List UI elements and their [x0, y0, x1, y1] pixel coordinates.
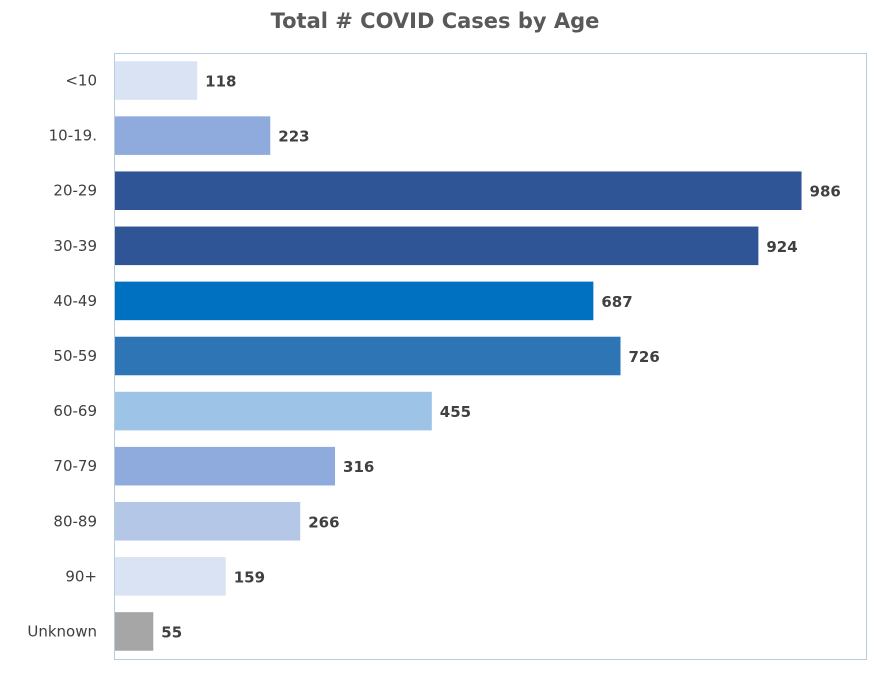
bar-5: [115, 336, 621, 376]
category-label-6: 60-69: [53, 402, 97, 420]
bar-10: [115, 612, 154, 651]
data-label-5: 726: [629, 348, 660, 366]
category-label-2: 20-29: [53, 182, 97, 200]
bar-group: [115, 61, 802, 651]
category-label-4: 40-49: [53, 292, 97, 310]
data-label-3: 924: [766, 238, 797, 256]
category-label-9: 90+: [65, 567, 97, 585]
bar-8: [115, 501, 301, 541]
category-labels: <10 10-19. 20-29 30-39 40-49 50-59 60-69 70-79 8…: [27, 72, 97, 641]
category-label-7: 70-79: [53, 457, 97, 475]
category-label-5: 50-59: [53, 347, 97, 365]
bar-1: [115, 116, 271, 155]
data-label-1: 223: [278, 128, 309, 146]
data-label-9: 159: [234, 568, 265, 586]
data-label-6: 455: [440, 403, 471, 421]
data-label-2: 986: [810, 183, 841, 201]
data-label-7: 316: [343, 458, 374, 476]
bar-9: [115, 557, 226, 596]
bar-2: [115, 171, 802, 211]
category-label-3: 30-39: [53, 237, 97, 255]
plot-area-border: [114, 53, 867, 660]
data-labels: 118 223 986 924 687 726 455 316 266 159 55: [161, 73, 841, 642]
bar-7: [115, 446, 336, 486]
data-label-0: 118: [205, 73, 236, 91]
category-label-10: Unknown: [27, 622, 97, 640]
data-label-10: 55: [161, 623, 182, 641]
bar-6: [115, 391, 432, 431]
data-label-4: 687: [601, 293, 632, 311]
bar-4: [115, 281, 594, 321]
data-label-8: 266: [308, 513, 339, 531]
category-label-0: <10: [65, 72, 97, 90]
bar-0: [115, 61, 198, 100]
bar-3: [115, 226, 759, 266]
chart-title: Total # COVID Cases by Age: [271, 9, 600, 33]
category-label-8: 80-89: [53, 512, 97, 530]
category-label-1: 10-19.: [49, 127, 97, 145]
